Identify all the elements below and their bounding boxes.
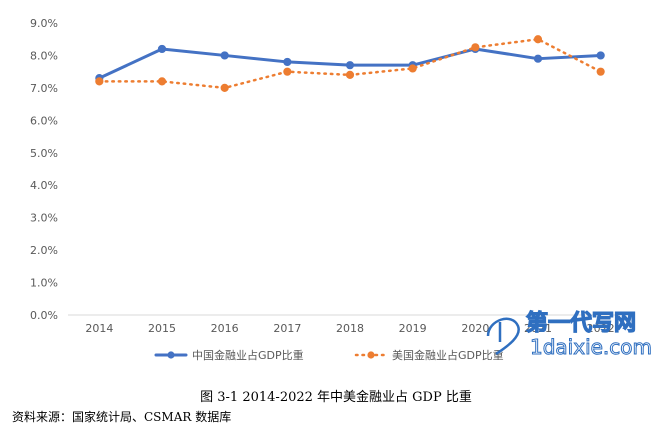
series-2-point (471, 43, 480, 52)
series-1-point (157, 44, 167, 54)
y-tick-label: 7.0% (30, 82, 58, 95)
series-1-point (596, 51, 605, 60)
legend-swatch-marker-1 (167, 351, 175, 359)
line-chart: 0.0% 1.0% 2.0% 3.0% 4.0% 5.0% 6.0% 7.0% 8.0% 9.0%… (30, 17, 632, 362)
legend-label-2: 美国金融业占GDP比重 (392, 348, 504, 362)
y-tick-label: 1.0% (30, 277, 58, 290)
y-tick-label: 8.0% (30, 49, 58, 62)
series-1-point (220, 51, 229, 60)
series-2-point (408, 64, 417, 73)
y-tick-label: 9.0% (30, 17, 58, 30)
series-2-point (157, 77, 167, 86)
x-tick-label: 2016 (211, 322, 239, 335)
figure-source: 资料来源：国家统计局、CSMAR 数据库 (12, 410, 232, 424)
series-1-point (345, 61, 355, 70)
series-2-point (95, 77, 104, 86)
figure-caption: 图 3-1 2014-2022 年中美金融业占 GDP 比重 (200, 390, 472, 405)
series-2-point (345, 70, 355, 80)
y-tick-label: 0.0% (30, 309, 58, 322)
y-tick-label: 3.0% (30, 212, 58, 225)
x-tick-label: 2017 (273, 322, 301, 335)
watermark-sub: 1daixie.com (530, 335, 652, 359)
watermark-main: 第一代写网 (526, 310, 636, 336)
x-tick-label: 2015 (148, 322, 176, 335)
x-tick-label: 2014 (85, 322, 113, 335)
chart-area: 0.0% 1.0% 2.0% 3.0% 4.0% 5.0% 6.0% 7.0% 8.0% 9.0%… (30, 17, 632, 362)
x-tick-label: 2022 (587, 322, 615, 335)
x-tick-label: 2020 (461, 322, 489, 335)
legend-swatch-marker-2 (367, 351, 375, 359)
series-1-point (283, 57, 292, 67)
series-1-point (533, 54, 543, 63)
legend-label-1: 中国金融业占GDP比重 (192, 348, 304, 362)
x-tick-label: 2019 (399, 322, 427, 335)
y-tick-label: 2.0% (30, 244, 58, 257)
series-2-point (283, 67, 292, 76)
series-2-point (596, 67, 605, 76)
x-tick-label: 2018 (336, 322, 364, 335)
y-tick-label: 4.0% (30, 179, 58, 192)
y-tick-label: 6.0% (30, 114, 58, 127)
watermark-logo: 第一代写网 1daixie.com (486, 309, 653, 360)
series-2-point (220, 83, 229, 92)
series-2-point (533, 35, 543, 44)
x-tick-label: 2021 (524, 322, 552, 335)
y-tick-label: 5.0% (30, 147, 58, 160)
